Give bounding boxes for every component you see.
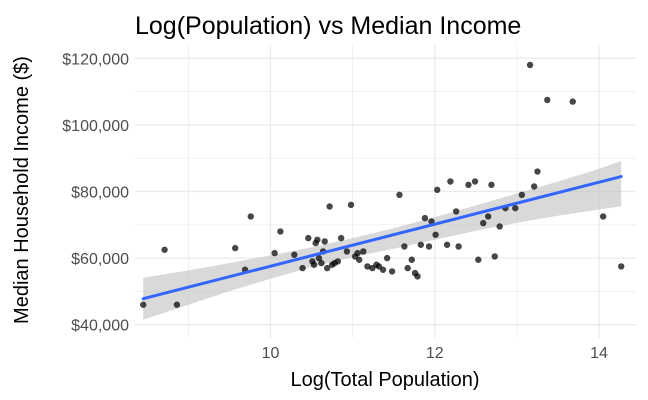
- data-point: [318, 259, 325, 267]
- y-tick-label: $40,000: [71, 318, 129, 335]
- data-point: [471, 178, 479, 185]
- data-point: [314, 236, 321, 243]
- data-point: [364, 263, 371, 270]
- data-point: [455, 243, 462, 250]
- data-point: [491, 253, 498, 260]
- data-point: [496, 223, 503, 230]
- data-point: [232, 244, 239, 252]
- data-point: [417, 241, 425, 248]
- data-point: [518, 191, 526, 199]
- y-tick-label: $60,000: [71, 251, 129, 268]
- data-point: [569, 98, 576, 105]
- data-point: [140, 301, 147, 308]
- data-point: [432, 231, 439, 238]
- data-point: [401, 243, 408, 250]
- y-axis-tick-labels: $40,000 $60,000 $80,000 $100,000 $120,000: [62, 51, 129, 334]
- data-point: [277, 228, 284, 235]
- data-point: [534, 168, 541, 175]
- data-point: [360, 248, 367, 255]
- data-point: [173, 301, 181, 308]
- data-point: [452, 208, 460, 215]
- data-point: [383, 254, 391, 262]
- data-point: [305, 234, 312, 242]
- y-tick-label: $80,000: [71, 185, 129, 202]
- data-point: [323, 264, 331, 272]
- data-point: [337, 234, 345, 242]
- data-point: [343, 248, 351, 255]
- y-tick-label: $100,000: [62, 118, 129, 135]
- data-point: [618, 263, 625, 270]
- data-point: [425, 243, 433, 250]
- data-point: [161, 246, 168, 253]
- x-tick-label: 12: [426, 345, 444, 362]
- x-axis-title: Log(Total Population): [290, 369, 479, 391]
- data-point: [347, 201, 355, 209]
- data-point: [526, 61, 534, 69]
- data-point: [247, 213, 255, 220]
- trend-line: [141, 175, 623, 301]
- data-point: [421, 214, 429, 222]
- data-point: [408, 256, 415, 263]
- data-point: [530, 183, 538, 190]
- data-point: [475, 256, 482, 263]
- data-point: [544, 96, 551, 104]
- y-tick-label: $120,000: [62, 51, 129, 68]
- data-point: [414, 273, 421, 280]
- data-point: [291, 251, 298, 258]
- data-point: [404, 264, 411, 272]
- data-point: [271, 249, 278, 257]
- confidence-band: [143, 160, 622, 320]
- data-point: [434, 186, 441, 194]
- data-point: [334, 258, 342, 265]
- data-point: [484, 213, 492, 220]
- data-point: [599, 213, 607, 220]
- data-point: [299, 264, 306, 272]
- data-point: [379, 266, 387, 273]
- data-point: [443, 241, 451, 248]
- data-point: [512, 204, 519, 212]
- data-point: [310, 261, 318, 268]
- data-point: [388, 268, 396, 275]
- data-point: [465, 181, 472, 189]
- chart-title: Log(Population) vs Median Income: [135, 12, 521, 40]
- data-point: [447, 178, 454, 185]
- data-point: [480, 219, 487, 227]
- data-point: [396, 191, 403, 199]
- data-point: [326, 203, 333, 210]
- x-tick-label: 10: [262, 345, 280, 362]
- data-point: [488, 181, 495, 189]
- data-point: [321, 238, 328, 245]
- data-point: [356, 256, 363, 263]
- data-point: [354, 249, 361, 257]
- x-tick-label: 14: [590, 345, 608, 362]
- data-point: [315, 254, 323, 262]
- y-axis-title: Median Household Income ($): [11, 56, 33, 324]
- x-axis-tick-labels: 10 12 14: [262, 345, 608, 362]
